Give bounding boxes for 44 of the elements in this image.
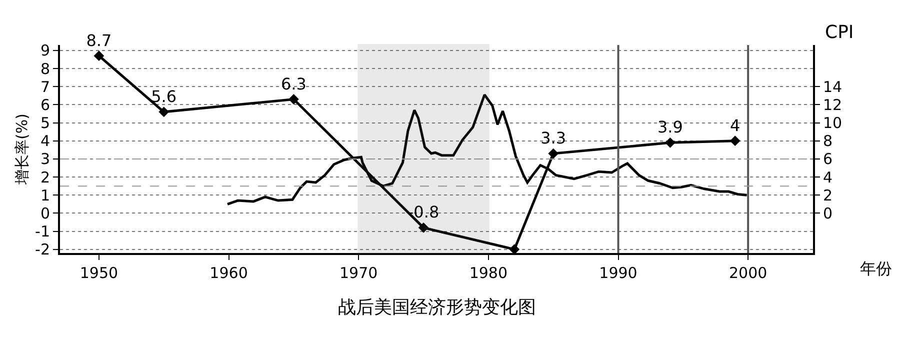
- x-tick-label: 1950: [80, 264, 118, 282]
- data-label: 3.3: [540, 128, 566, 148]
- y-tick-label: 4: [40, 132, 50, 150]
- y-tick-label: 2: [40, 168, 50, 186]
- x-tick-label: 1980: [469, 264, 508, 282]
- data-label: 3.9: [657, 118, 683, 137]
- data-label: 6.3: [280, 74, 306, 94]
- data-label: 8.7: [86, 30, 112, 50]
- x-axis-title: 年份: [860, 259, 892, 278]
- x-tick-label: 1990: [599, 264, 638, 282]
- y-tick-label: 7: [40, 78, 50, 96]
- y2-tick-label: 14: [823, 78, 842, 96]
- y2-axis-title: CPI: [825, 22, 854, 43]
- data-label: -0.8: [408, 202, 440, 222]
- y2-tick-label: 6: [823, 150, 833, 168]
- y-tick-label: 9: [40, 42, 50, 60]
- point: [418, 222, 429, 233]
- y-tick-label: 6: [40, 96, 50, 114]
- y2-tick-label: 12: [823, 96, 842, 114]
- y2-tick-label: 10: [823, 114, 842, 132]
- y2-tick-label: 0: [823, 204, 833, 222]
- x-tick-label: 1970: [340, 264, 378, 282]
- point: [94, 50, 104, 62]
- point: [158, 106, 170, 118]
- y-tick-label: 1: [40, 186, 50, 204]
- y2-tick-label: 8: [823, 132, 833, 150]
- point: [548, 148, 559, 159]
- y-axis-title: 增长率(%): [12, 114, 31, 186]
- data-label: 4: [730, 116, 740, 135]
- y-tick-label: 5: [40, 114, 50, 132]
- point: [664, 137, 676, 148]
- text: 战后美国经济形势变化图: [338, 297, 536, 318]
- y2-tick-label: 4: [823, 168, 833, 186]
- point: [288, 94, 299, 104]
- point: [730, 136, 740, 146]
- y-tick-label: -2: [35, 240, 50, 259]
- y2-tick-label: 2: [823, 186, 833, 204]
- y-tick-label: 8: [40, 60, 50, 78]
- y-tick-label: -1: [35, 222, 50, 241]
- x-tick-label: 1960: [210, 264, 248, 282]
- data-label: 5.6: [151, 86, 177, 106]
- y-tick-label: 0: [40, 204, 50, 222]
- x-tick-label: 2000: [728, 264, 768, 282]
- y-tick-label: 3: [40, 150, 50, 168]
